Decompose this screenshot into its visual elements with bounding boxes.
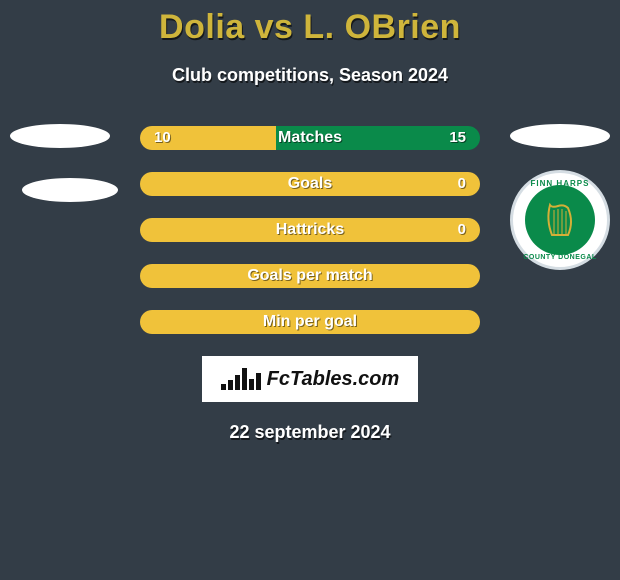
subtitle: Club competitions, Season 2024 <box>0 65 620 86</box>
icon-bar <box>221 384 226 390</box>
stat-bar-left <box>140 126 276 150</box>
icon-bar <box>242 368 247 390</box>
date-text: 22 september 2024 <box>0 422 620 443</box>
vs-text: vs <box>255 8 294 46</box>
stat-row: Hattricks0 <box>140 218 480 242</box>
stat-row: Goals per match <box>140 264 480 288</box>
stat-row: Matches1015 <box>140 126 480 150</box>
stat-bar-left <box>140 310 480 334</box>
stat-bar-right <box>276 126 480 150</box>
icon-bar <box>249 379 254 390</box>
stat-row: Goals0 <box>140 172 480 196</box>
page-title: Dolia vs L. OBrien <box>0 0 620 47</box>
fctables-text: FcTables.com <box>267 368 400 391</box>
stat-bar-left <box>140 264 480 288</box>
player2-name: L. OBrien <box>303 8 461 46</box>
stat-bar-left <box>140 218 480 242</box>
stats-bars-container: Matches1015 Goals0 Hattricks0 Goals per mat… <box>0 126 620 334</box>
stat-row: Min per goal <box>140 310 480 334</box>
bar-chart-icon <box>221 368 261 390</box>
stat-bar-left <box>140 172 480 196</box>
player1-name: Dolia <box>159 8 245 46</box>
icon-bar <box>235 375 240 390</box>
icon-bar <box>256 373 261 390</box>
fctables-banner[interactable]: FcTables.com <box>202 356 418 402</box>
icon-bar <box>228 380 233 390</box>
